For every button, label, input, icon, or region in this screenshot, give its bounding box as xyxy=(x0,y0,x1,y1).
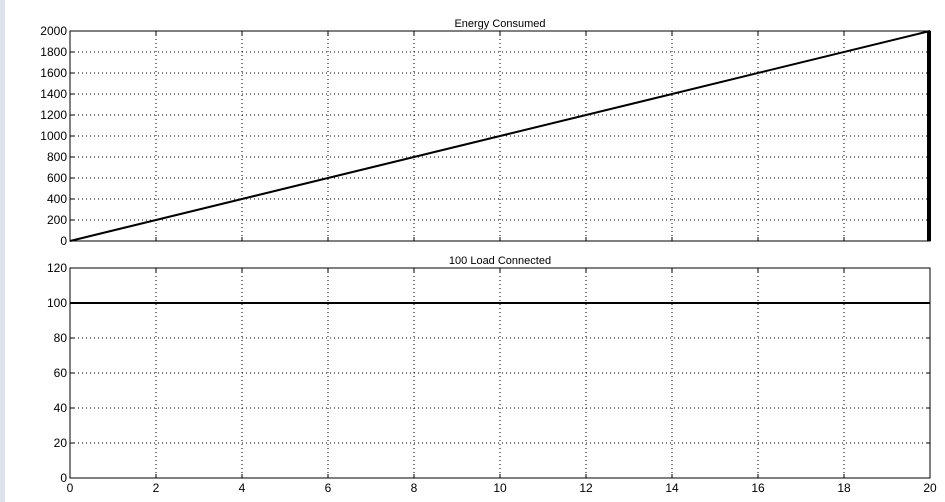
energy-consumed-chart: 0 200 400 600 800 1000 1200 1400 1600 1800 2000 Ene… xyxy=(40,18,930,248)
load-y-tick-label: 100 xyxy=(47,296,67,310)
energy-y-tick-label: 1600 xyxy=(40,66,67,80)
load-x-tick-label: 18 xyxy=(837,481,851,495)
load-x-tick-label: 0 xyxy=(67,481,74,495)
load-x-tick-label: 6 xyxy=(325,481,332,495)
load-x-tick-label: 20 xyxy=(923,481,937,495)
energy-y-tick-label: 1800 xyxy=(40,45,67,59)
load-chart-title: 100 Load Connected xyxy=(449,255,551,267)
energy-chart-title: Energy Consumed xyxy=(454,18,545,30)
load-x-tick-label: 2 xyxy=(153,481,160,495)
energy-y-tick-label: 1400 xyxy=(40,87,67,101)
load-y-tick-label: 60 xyxy=(54,366,68,380)
load-x-tick-label: 12 xyxy=(579,481,593,495)
load-x-tick-label: 8 xyxy=(411,481,418,495)
energy-y-tick-label: 0 xyxy=(60,234,67,248)
load-y-tick-label: 20 xyxy=(54,436,68,450)
load-x-tick-label: 14 xyxy=(665,481,679,495)
load-x-tick-label: 4 xyxy=(239,481,246,495)
energy-y-tick-label: 800 xyxy=(47,150,67,164)
load-y-tick-label: 40 xyxy=(54,401,68,415)
energy-y-tick-label: 1000 xyxy=(40,129,67,143)
energy-y-tick-label: 200 xyxy=(47,213,67,227)
energy-y-tick-label: 2000 xyxy=(40,24,67,38)
energy-y-tick-label: 600 xyxy=(47,171,67,185)
energy-y-tick-label: 1200 xyxy=(40,108,67,122)
load-x-tick-label: 16 xyxy=(751,481,765,495)
energy-y-tick-label: 400 xyxy=(47,192,67,206)
load-x-tick-label: 10 xyxy=(493,481,507,495)
load-y-tick-label: 80 xyxy=(54,331,68,345)
load-y-tick-label: 120 xyxy=(47,261,67,275)
